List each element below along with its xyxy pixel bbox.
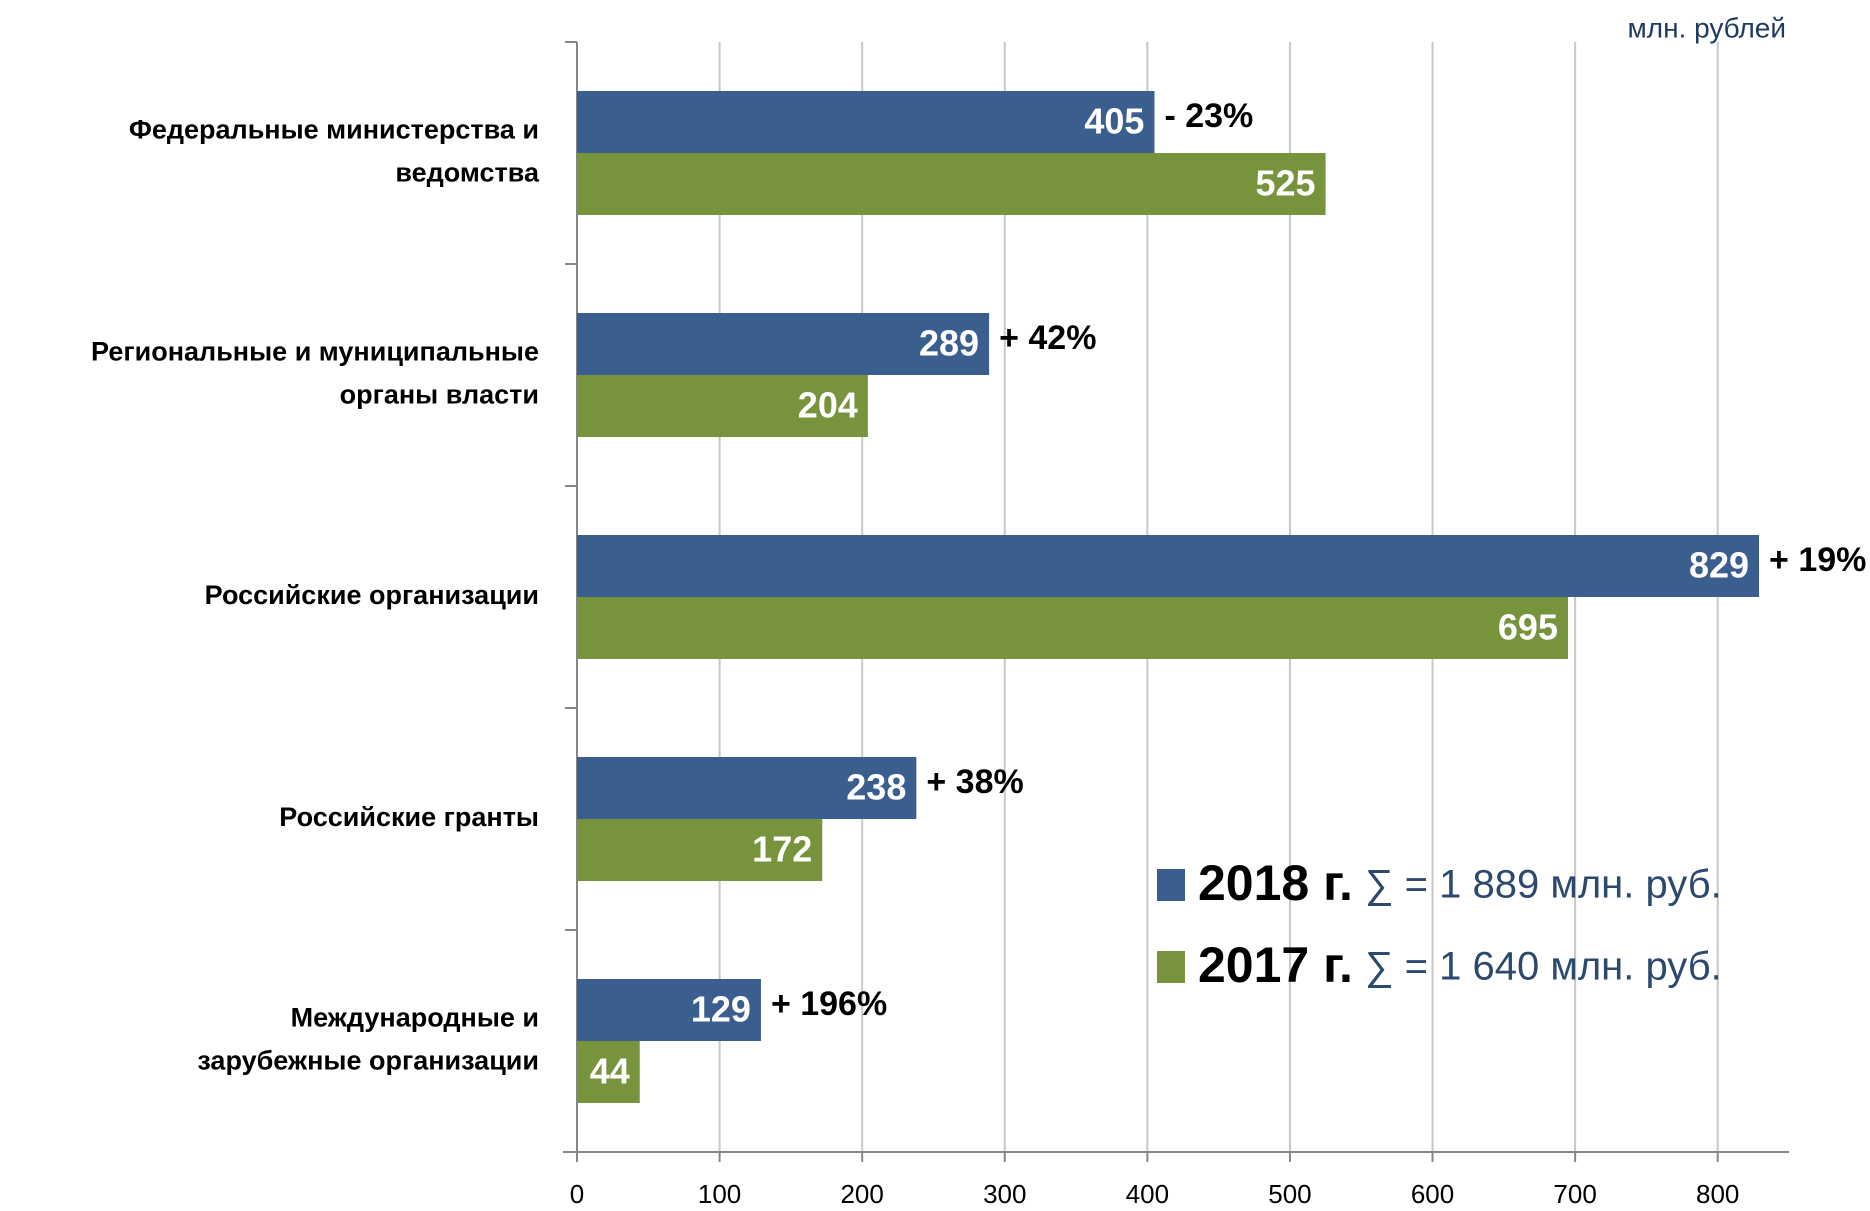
x-tick-label: 0 — [570, 1179, 584, 1209]
change-annotation: - 23% — [1164, 97, 1253, 135]
category-label: Российские организации — [205, 580, 539, 610]
x-tick-label: 500 — [1268, 1179, 1311, 1209]
value-label: 829 — [1689, 545, 1749, 586]
category-label: Федеральные министерства и — [129, 115, 539, 145]
x-tick-label: 600 — [1411, 1179, 1454, 1209]
bar — [577, 375, 868, 437]
x-tick-label: 700 — [1553, 1179, 1596, 1209]
category-label: зарубежные организации — [197, 1046, 539, 1076]
category-label: Международные и — [291, 1003, 539, 1033]
bar — [577, 535, 1760, 597]
legend-swatch — [1157, 951, 1185, 983]
category-label: Региональные и муниципальные — [91, 337, 539, 367]
bar — [577, 91, 1155, 153]
value-label: 695 — [1498, 607, 1558, 648]
change-annotation: + 42% — [999, 319, 1096, 357]
x-tick-label: 400 — [1126, 1179, 1169, 1209]
bar — [577, 1041, 640, 1103]
x-tick-label: 300 — [983, 1179, 1026, 1209]
bar — [577, 757, 917, 819]
value-label: 204 — [798, 385, 858, 426]
unit-label: млн. рублей — [1627, 12, 1786, 43]
bar — [577, 979, 761, 1041]
value-label: 44 — [590, 1051, 630, 1092]
value-label: 289 — [919, 323, 979, 364]
value-label: 129 — [691, 989, 751, 1030]
legend-name: 2018 г. — [1198, 855, 1353, 911]
bar — [577, 153, 1326, 215]
x-tick-label: 100 — [698, 1179, 741, 1209]
category-label: органы власти — [340, 380, 539, 410]
x-tick-label: 800 — [1696, 1179, 1739, 1209]
category-label: Российские гранты — [279, 802, 539, 832]
value-label: 172 — [752, 829, 812, 870]
value-label: 238 — [846, 767, 906, 808]
value-label: 405 — [1084, 101, 1144, 142]
legend-total: ∑ = 1 889 млн. руб. — [1365, 863, 1722, 907]
change-annotation: + 38% — [926, 763, 1023, 801]
legend-total: ∑ = 1 640 млн. руб. — [1365, 945, 1722, 989]
legend-name: 2017 г. — [1198, 937, 1353, 993]
x-tick-label: 200 — [840, 1179, 883, 1209]
bar — [577, 313, 990, 375]
legend-swatch — [1157, 869, 1185, 901]
change-annotation: + 196% — [771, 985, 887, 1023]
category-label: ведомства — [395, 158, 540, 188]
change-annotation: + 19% — [1769, 541, 1866, 579]
value-label: 525 — [1256, 163, 1316, 204]
bar — [577, 597, 1568, 659]
bar — [577, 819, 823, 881]
